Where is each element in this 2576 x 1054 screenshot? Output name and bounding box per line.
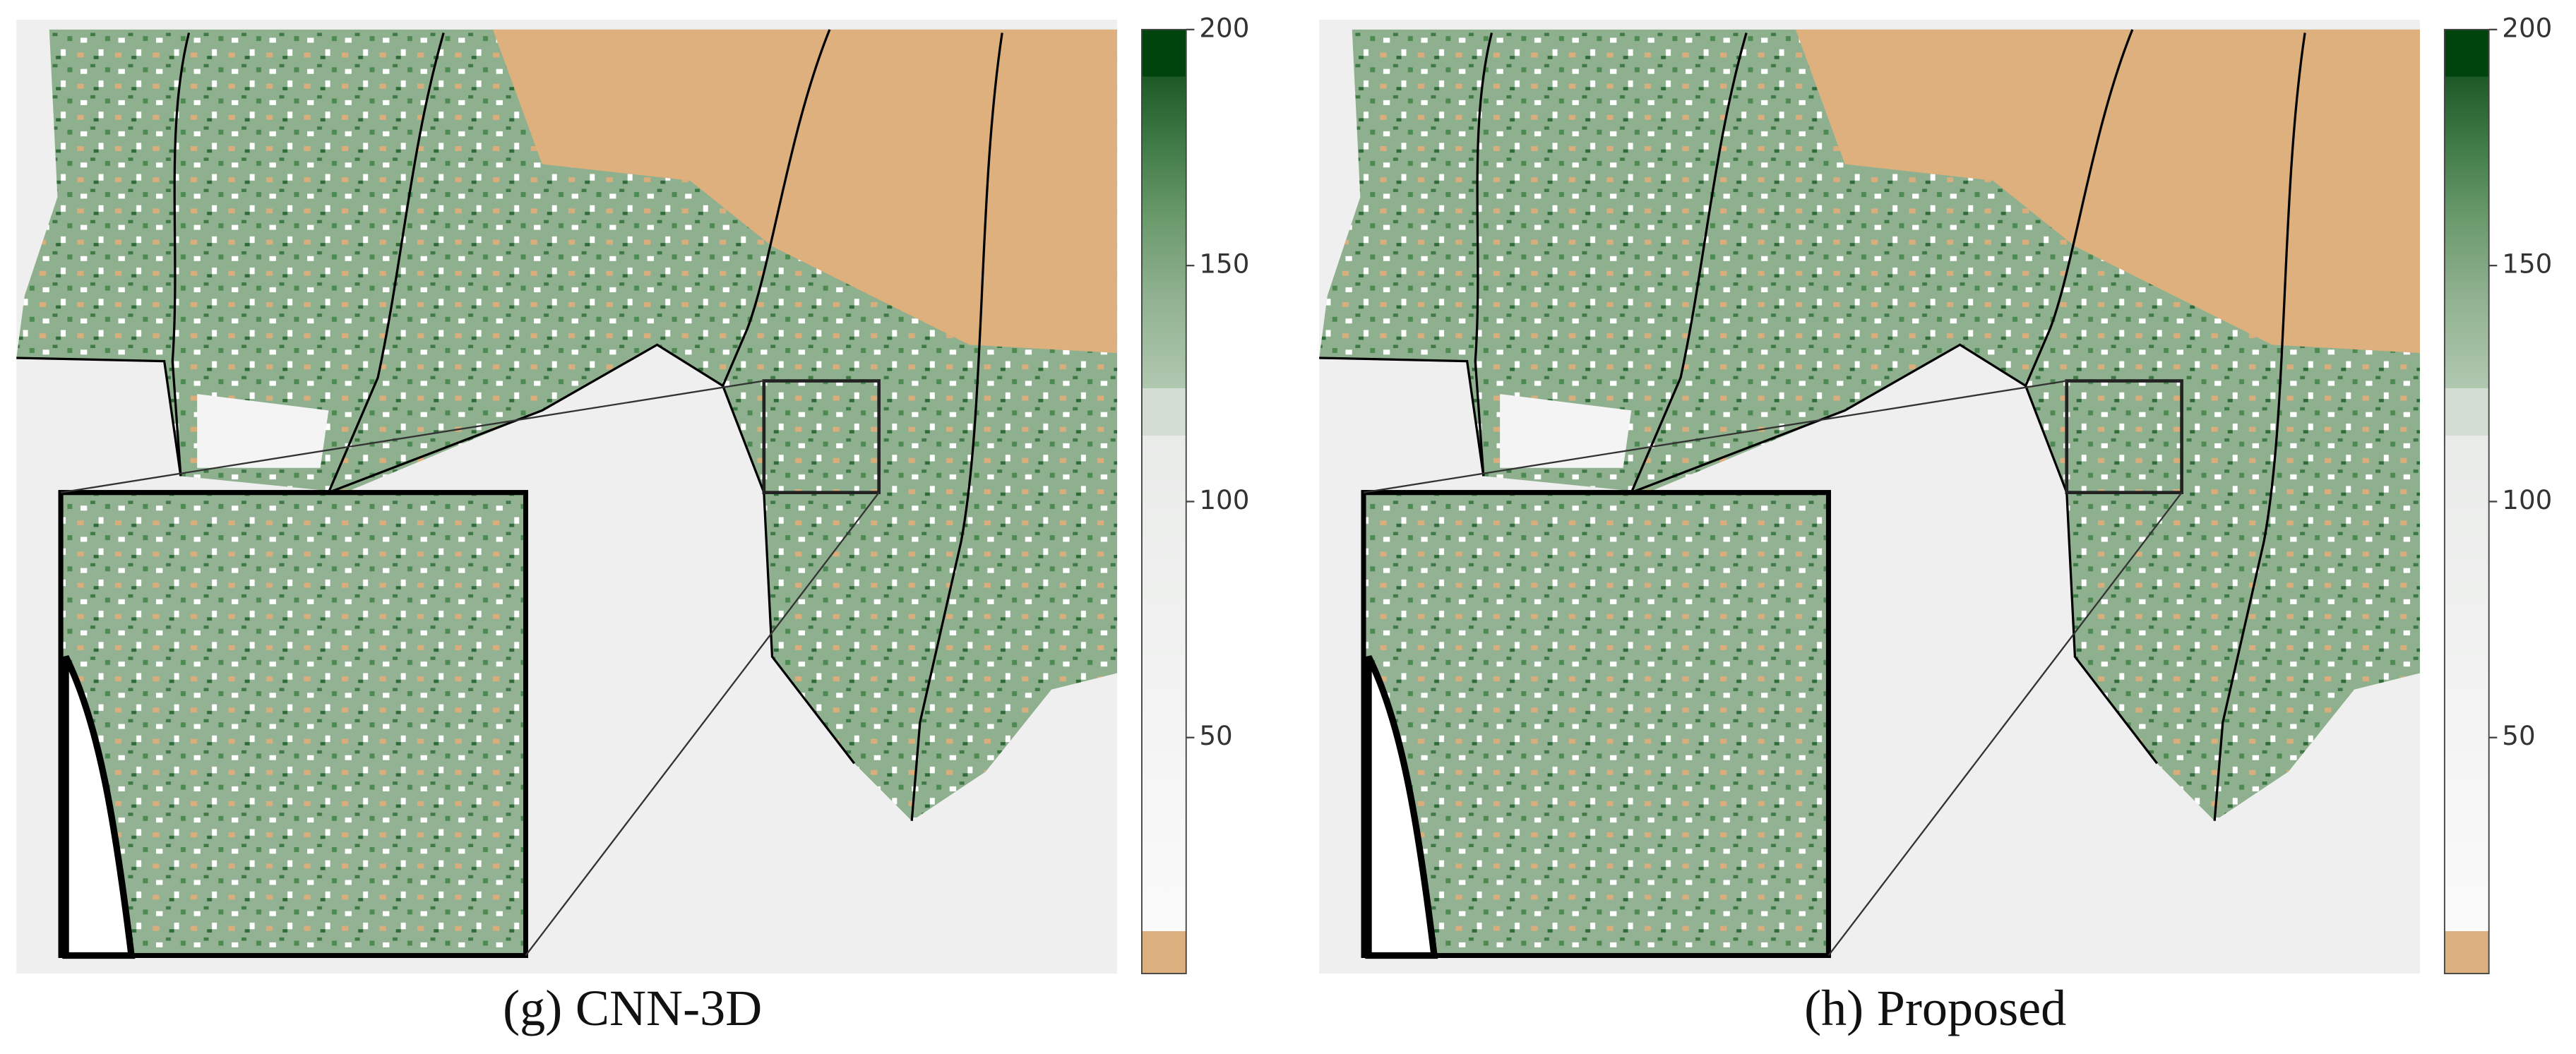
colorbar-tick-label: 50 bbox=[1199, 720, 1232, 751]
colorbar-tick-label: 200 bbox=[2502, 12, 2552, 43]
map-image bbox=[1319, 20, 2420, 974]
caption: (h) Proposed bbox=[1804, 979, 2066, 1036]
colorbar-tick-label: 100 bbox=[2502, 484, 2552, 515]
panel: 50 100 150 200 (g) CNN-3D bbox=[16, 12, 1249, 1036]
panel-label: (g) bbox=[503, 979, 562, 1036]
colorbar-tick-label: 200 bbox=[1199, 12, 1249, 43]
colorbar-tick-label: 50 bbox=[2502, 720, 2535, 751]
panel: 50 100 150 200 (h) Proposed bbox=[1319, 12, 2552, 1036]
colorbar-tick-label: 150 bbox=[2502, 248, 2552, 280]
panel-label: (h) bbox=[1804, 979, 1864, 1036]
caption: (g) CNN-3D bbox=[503, 979, 762, 1036]
colorbar-tick-label: 150 bbox=[1199, 248, 1249, 280]
panel-caption: CNN-3D bbox=[576, 979, 762, 1036]
panel-caption: Proposed bbox=[1877, 979, 2066, 1036]
map-image bbox=[16, 20, 1117, 974]
colorbar bbox=[1141, 28, 1187, 974]
colorbar bbox=[2443, 28, 2490, 974]
colorbar-tick-label: 100 bbox=[1199, 484, 1249, 515]
